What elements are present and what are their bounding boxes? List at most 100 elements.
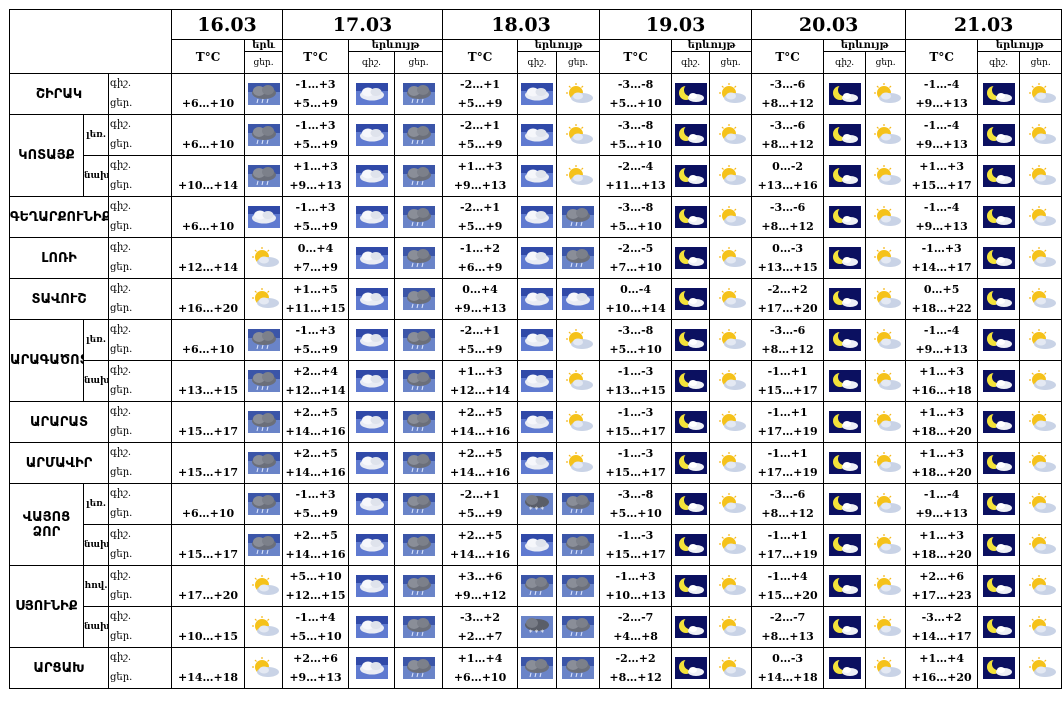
- temp-range: -1…-4 +9…+13: [905, 483, 979, 525]
- phenomenon-col-header: երևույթ: [823, 39, 907, 52]
- day-temp: +8…+12: [609, 671, 662, 684]
- night-label: գիշ.: [110, 324, 132, 335]
- night-temp: -1…+1: [767, 447, 808, 460]
- night-temp: -2…+1: [460, 324, 501, 337]
- moon-cloud-icon: [977, 524, 1021, 566]
- temp-range: +6…+10: [171, 483, 246, 525]
- temp-range: -1…+3 +5…+9: [282, 319, 350, 361]
- day-temp: +6…+10: [181, 506, 235, 520]
- day-label: ցեր.: [110, 631, 133, 642]
- sun-cloud-icon: [709, 73, 753, 115]
- svg-text:* * *: * * *: [529, 506, 544, 514]
- day-temp: +13…+15: [605, 384, 666, 397]
- cloud-light-icon: [348, 155, 396, 197]
- region-row: նախ.գիշ. ցեր. +10…+14 +1…+3 +9…+13 +1…+3 +9…+1…: [10, 155, 1063, 197]
- cloud-rain-icon: [394, 278, 444, 320]
- temp-range: -2…+2 +17…+20: [751, 278, 825, 320]
- day-temp: +15…+17: [757, 384, 818, 397]
- night-temp: +1…+4: [457, 652, 503, 665]
- temp-range: -1…-4 +9…+13: [905, 73, 979, 115]
- night-temp: -3…-8: [617, 119, 654, 132]
- temp-range: -1…+1 +15…+17: [751, 360, 825, 402]
- temp-range: 0…-2 +13…+16: [751, 155, 825, 197]
- day-temp: +12…+14: [177, 260, 239, 274]
- temp-range: +1…+4 +16…+20: [905, 647, 979, 689]
- day-temp: +8…+12: [761, 138, 814, 151]
- day-temp: +9…+13: [289, 671, 342, 684]
- night-temp: -1…-4: [923, 78, 960, 91]
- night-temp: -2…-5: [617, 242, 654, 255]
- sun-cloud-icon: [1019, 483, 1063, 525]
- night-temp: -1…-3: [617, 529, 654, 542]
- temp-range: -1…-4 +9…+13: [905, 319, 979, 361]
- night-temp: -2…+1: [460, 78, 501, 91]
- day-temp: +5…+9: [457, 343, 503, 356]
- night-temp: -1…+4: [767, 570, 808, 583]
- temp-range: -2…-5 +7…+10: [599, 237, 673, 279]
- temp-range: -3…-8 +5…+10: [599, 483, 673, 525]
- sun-cloud-icon: [244, 237, 284, 279]
- region-name: ԼՈՌԻ: [9, 237, 109, 279]
- night-temp: +2…+5: [293, 406, 338, 419]
- temp-range: -3…-6 +8…+12: [751, 114, 825, 156]
- temp-range: -2…-7 +4…+8: [599, 606, 673, 648]
- cloud-snow-icon: * * *: [517, 483, 558, 525]
- region-name: ՇԻՐԱԿ: [9, 73, 109, 115]
- night-day-labels: գիշ. ցեր.: [107, 73, 173, 115]
- day-temp: +13…+15: [757, 261, 818, 274]
- day-temp: +14…+18: [177, 670, 239, 684]
- sun-cloud-icon: [709, 237, 753, 279]
- night-temp: +2…+5: [457, 406, 503, 419]
- date-header: 21.03: [905, 9, 1063, 40]
- day-temp: +17…+19: [757, 548, 818, 561]
- night-label: գիշ.: [110, 283, 132, 294]
- night-temp: +1…+3: [919, 447, 965, 460]
- day-temp: +8…+12: [761, 507, 814, 520]
- temp-range: -3…-8 +5…+10: [599, 114, 673, 156]
- sun-cloud-icon: [1019, 524, 1063, 566]
- cloud-light-icon: [517, 196, 558, 238]
- night-day-labels: գիշ. ցեր.: [107, 237, 173, 279]
- day-temp: +6…+10: [181, 96, 235, 110]
- cloud-rain-icon: [244, 483, 284, 525]
- subregion-label: նախ.: [83, 606, 109, 648]
- forecast-table: 16.03 17.03 18.03 19.03 20.03 21.03 T°C երև T°C ե…: [8, 9, 1063, 689]
- day-temp: +14…+17: [911, 630, 972, 643]
- cloud-rain-icon: [556, 524, 601, 566]
- temp-range: -1…+4 +15…+20: [751, 565, 825, 607]
- day-temp: +17…+19: [757, 425, 818, 438]
- day-temp: +15…+17: [605, 466, 666, 479]
- moon-cloud-icon: [671, 278, 711, 320]
- cloud-light-icon: [517, 278, 558, 320]
- subregion-label: լեռ.: [83, 319, 109, 361]
- cloud-light-icon: [348, 360, 396, 402]
- night-temp: 0…+5: [923, 283, 960, 296]
- night-temp: -1…-4: [923, 119, 960, 132]
- cloud-rain-icon: [556, 647, 601, 689]
- night-day-labels: գիշ. ցեր.: [107, 401, 173, 443]
- moon-cloud-icon: [977, 155, 1021, 197]
- sun-cloud-icon: [1019, 196, 1063, 238]
- day-temp: +5…+9: [457, 97, 503, 110]
- night-temp: -3…-6: [769, 324, 806, 337]
- temp-range: +2…+6 +17…+23: [905, 565, 979, 607]
- day-temp: +8…+12: [761, 97, 814, 110]
- night-temp: -1…-3: [617, 447, 654, 460]
- sun-cloud-icon: [865, 155, 907, 197]
- sun-cloud-icon: [865, 565, 907, 607]
- temp-range: +2…+5 +14…+16: [282, 524, 350, 566]
- night-temp: -1…-3: [617, 406, 654, 419]
- temp-range: -2…+1 +5…+9: [442, 73, 519, 115]
- sun-cloud-icon: [709, 401, 753, 443]
- moon-cloud-icon: [977, 196, 1021, 238]
- day-temp: +15…+17: [177, 547, 239, 561]
- night-temp: -3…-6: [769, 119, 806, 132]
- day-temp: +9…+13: [915, 220, 968, 233]
- sun-cloud-icon: [1019, 319, 1063, 361]
- temp-range: +2…+6 +9…+13: [282, 647, 350, 689]
- cloud-rain-icon: [394, 606, 444, 648]
- night-day-labels: գիշ. ցեր.: [107, 442, 173, 484]
- phenomenon-col-header: երևույթ: [517, 39, 601, 52]
- day-temp: +11…+13: [605, 179, 666, 192]
- cloud-rain-icon: [556, 237, 601, 279]
